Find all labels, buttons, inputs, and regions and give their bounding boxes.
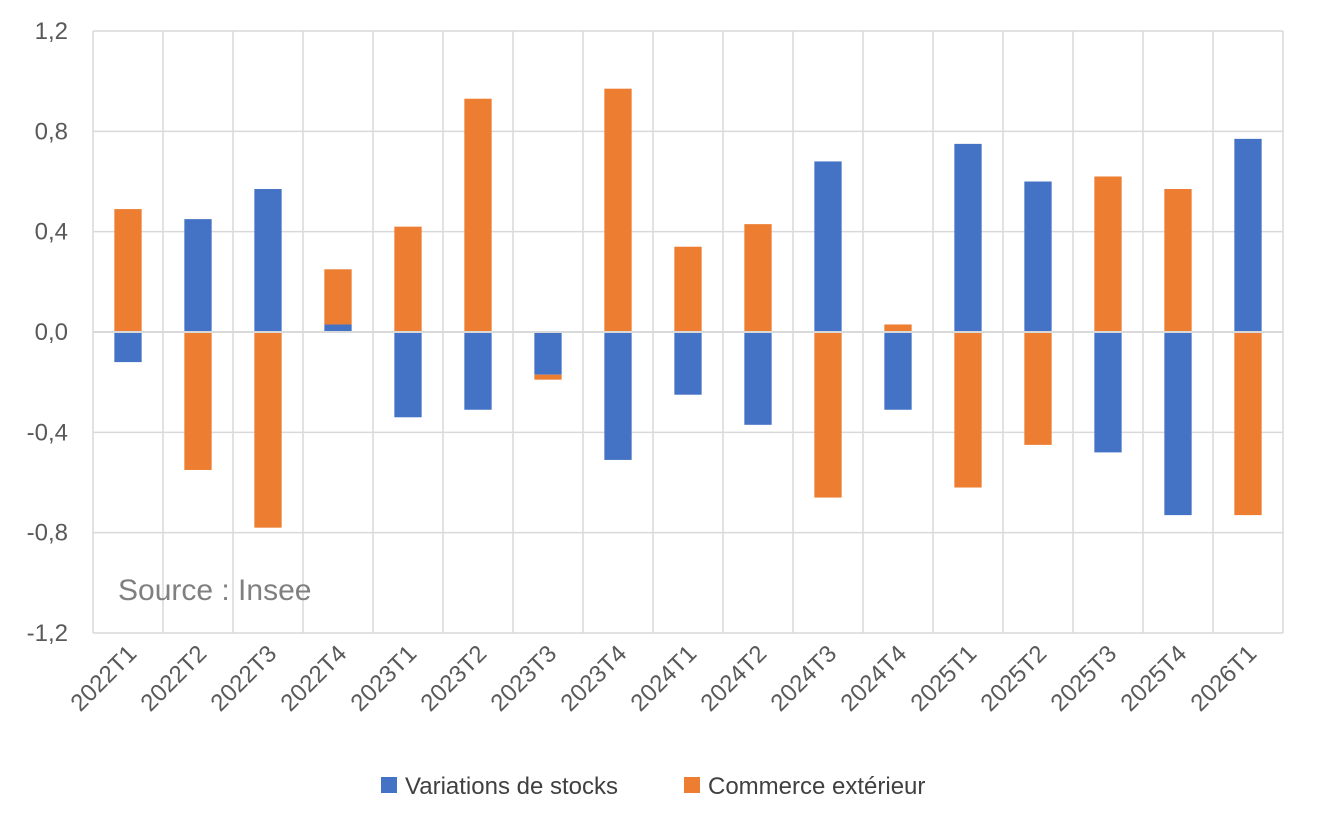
bar-commerce xyxy=(604,88,632,332)
bar-commerce xyxy=(394,226,422,332)
bar-commerce xyxy=(184,332,212,470)
bar-commerce xyxy=(534,374,562,380)
bar-commerce xyxy=(254,332,282,528)
bar-stocks xyxy=(534,332,562,375)
bar-commerce xyxy=(1234,332,1262,516)
bar-stocks xyxy=(744,332,772,425)
bar-stocks xyxy=(674,332,702,395)
y-tick-label: 1,2 xyxy=(35,18,68,45)
bar-commerce xyxy=(814,332,842,498)
bar-stocks xyxy=(814,161,842,332)
bar-stocks xyxy=(1164,332,1192,516)
legend-swatch xyxy=(684,777,700,793)
bar-commerce xyxy=(324,269,352,325)
legend-swatch xyxy=(381,777,397,793)
bar-commerce xyxy=(1094,176,1122,332)
y-axis-ticks: 1,2 0,8 0,4 0,0 -0,4 -0,8 -1,2 xyxy=(27,18,68,647)
bar-stocks xyxy=(254,189,282,332)
y-tick-label: 0,4 xyxy=(35,219,68,246)
y-tick-label: 0,8 xyxy=(35,118,68,145)
x-tick-label: 2023T1 xyxy=(346,640,423,717)
bar-stocks xyxy=(114,332,142,363)
x-tick-label: 2022T1 xyxy=(66,640,143,717)
x-tick-label: 2023T3 xyxy=(486,640,563,717)
y-tick-label: -0,4 xyxy=(27,419,68,446)
bars xyxy=(114,88,1262,528)
y-tick-label: -0,8 xyxy=(27,520,68,547)
x-tick-label: 2024T1 xyxy=(626,640,703,717)
bar-stocks xyxy=(1234,138,1262,332)
bar-stocks xyxy=(324,324,352,332)
source-annotation: Source : Insee xyxy=(118,574,311,607)
x-tick-label: 2025T2 xyxy=(976,640,1053,717)
bar-commerce xyxy=(1164,189,1192,332)
bar-commerce xyxy=(674,246,702,332)
y-tick-label: 0,0 xyxy=(35,319,68,346)
bar-commerce xyxy=(464,98,492,332)
x-tick-label: 2024T4 xyxy=(836,640,913,717)
bar-commerce xyxy=(114,209,142,332)
bar-stocks xyxy=(954,143,982,332)
legend: Variations de stocks Commerce extérieur xyxy=(381,773,925,800)
bar-commerce xyxy=(744,224,772,332)
bar-stocks xyxy=(1024,181,1052,332)
bar-stocks xyxy=(604,332,632,460)
x-tick-label: 2022T2 xyxy=(136,640,213,717)
x-tick-label: 2025T3 xyxy=(1046,640,1123,717)
x-tick-label: 2023T4 xyxy=(556,640,633,717)
x-tick-label: 2024T2 xyxy=(696,640,773,717)
x-tick-label: 2023T2 xyxy=(416,640,493,717)
x-tick-label: 2024T3 xyxy=(766,640,843,717)
bar-commerce xyxy=(884,324,912,332)
bar-stocks xyxy=(884,332,912,410)
x-tick-label: 2025T4 xyxy=(1116,640,1193,717)
x-tick-label: 2022T4 xyxy=(276,640,353,717)
bar-stocks xyxy=(1094,332,1122,453)
x-tick-label: 2022T3 xyxy=(206,640,283,717)
bar-commerce xyxy=(1024,332,1052,445)
x-tick-label: 2025T1 xyxy=(906,640,983,717)
legend-label: Variations de stocks xyxy=(405,773,618,800)
y-tick-label: -1,2 xyxy=(27,620,68,647)
bar-stocks xyxy=(464,332,492,410)
bar-stocks xyxy=(394,332,422,418)
bar-commerce xyxy=(954,332,982,488)
legend-label: Commerce extérieur xyxy=(708,773,925,800)
x-tick-label: 2026T1 xyxy=(1186,640,1263,717)
bar-stocks xyxy=(184,219,212,332)
x-axis-ticks: 2022T12022T22022T32022T42023T12023T22023… xyxy=(66,640,1263,717)
